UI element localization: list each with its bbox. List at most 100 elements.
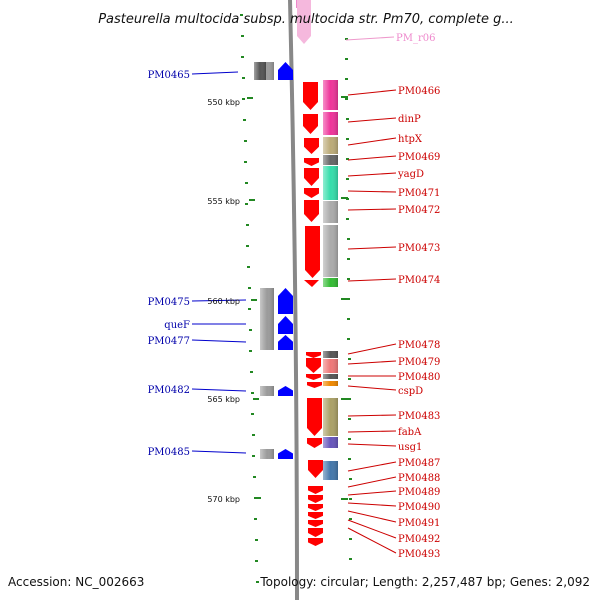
tick-mark [349,498,352,500]
gene-label-right: PM0493 [398,549,440,560]
gene-label-left: PM0475 [148,297,190,308]
gene-arrow-right [304,158,319,166]
tick-mark [346,118,349,120]
cog-bar-shade [323,374,338,379]
gene-arrow-right [307,382,322,388]
cog-bar-left-shade [260,316,274,333]
cog-bar-shade [323,137,338,154]
gene-label-right: PM0479 [398,357,440,368]
tick-mark [347,238,350,240]
gene-arrow-right [304,138,319,154]
leader-line-left [191,71,239,75]
cog-bar-shade [323,398,338,436]
leader-line-right [347,172,397,177]
gene-label-right: htpX [398,134,423,145]
accession-text: Accession: NC_002663 [8,575,144,589]
gene-label-right: PM0489 [398,487,440,498]
gene-labels: PM0465 PM0475 queF PM0477 PM0482 PM0485 PM0466… [148,33,441,560]
tick-mark [348,418,351,420]
genome-backbone [288,0,299,600]
cog-bar-shade [323,155,338,165]
gene-label-left: PM0485 [148,447,190,458]
tick-mark [348,378,351,380]
tick-mark [252,434,255,436]
tick-mark [245,203,248,205]
leader-line-left [191,450,247,454]
tick-mark [245,182,248,184]
major-tick [341,96,348,98]
tick-mark [252,455,255,457]
backbone-line [288,0,299,600]
gene-arrow-right [307,438,322,448]
major-tick [341,398,348,400]
tick-mark [345,78,348,80]
cog-bar-shade [323,201,338,223]
map-title: Pasteurella multocida subsp. multocida s… [98,12,514,27]
tick-mark [242,98,245,100]
tick-mark [249,350,252,352]
gene-arrows [278,0,323,546]
major-tick [251,299,257,301]
tick-mark [250,371,253,373]
cog-bar-left-shade [260,333,274,350]
gene-label-right: cspD [398,386,423,397]
gene-label-left: queF [164,320,190,331]
gene-arrow-right [308,538,323,546]
scale-label: 550 kbp [207,98,240,107]
gene-arrow-right [304,280,319,287]
gene-arrow-left [278,449,293,459]
cog-bar-shade [323,225,338,277]
cog-bar-shade [323,80,338,110]
tick-mark [243,119,246,121]
tick-mark [349,558,352,560]
gene-label-right: PM0487 [398,458,440,469]
leader-line-right [347,190,397,193]
gene-arrow-left [278,62,293,80]
tick-mark [248,308,251,310]
tick-mark [254,518,257,520]
leader-line-right [347,208,397,211]
gene-arrow-right [307,398,322,436]
gene-arrow-right [303,114,318,134]
gene-arrow-right [308,512,323,519]
scale-label: 570 kbp [207,495,240,504]
leader-line-rna [345,36,395,41]
gene-label-right: PM0474 [398,275,440,286]
gene-arrow-right [304,188,319,198]
cog-bar-left-shade [260,449,274,459]
tick-mark [247,266,250,268]
gene-label-right: PM0473 [398,243,440,254]
topology-text: Topology: circular; Length: 2,257,487 bp… [259,575,590,589]
leader-line-right [347,278,397,282]
cog-bar-shade [323,166,338,200]
leader-line-right [347,430,397,433]
tick-mark [345,38,348,40]
gene-arrow-right [304,200,319,222]
cog-bar-shade [323,359,338,373]
kbp-scale: 550 kbp 555 kbp 560 kbp 565 kbp 570 kbp [207,98,240,504]
gene-label-left: PM0465 [148,70,190,81]
tick-mark [242,77,245,79]
gene-arrow-right [308,495,323,503]
tick-mark [349,538,352,540]
gene-label-right: PM0466 [398,86,440,97]
gene-label-left: PM0482 [148,385,190,396]
major-tick [341,498,348,500]
major-tick [247,97,253,99]
gene-arrow-right [304,168,319,186]
tick-mark [246,224,249,226]
gene-label-left: PM0477 [148,336,190,347]
gene-arrow-right [308,528,323,537]
major-tick [249,199,255,201]
tick-mark [256,581,259,583]
cog-bar-shade [323,112,338,135]
leader-line-right [347,476,397,488]
leader-line-right [347,360,397,365]
leader-line-right [347,519,397,539]
tick-mark [244,140,247,142]
gene-label-right: PM0492 [398,534,440,545]
leader-line-left [191,339,247,343]
tick-mark [347,258,350,260]
tick-mark [347,338,350,340]
